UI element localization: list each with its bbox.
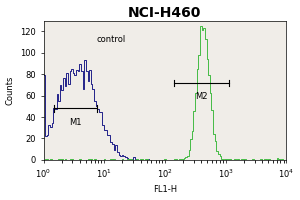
Y-axis label: Counts: Counts — [6, 76, 15, 105]
Title: NCI-H460: NCI-H460 — [128, 6, 202, 20]
Text: M1: M1 — [69, 118, 82, 127]
X-axis label: FL1-H: FL1-H — [153, 185, 177, 194]
Text: M2: M2 — [195, 92, 208, 101]
Text: control: control — [97, 35, 126, 44]
